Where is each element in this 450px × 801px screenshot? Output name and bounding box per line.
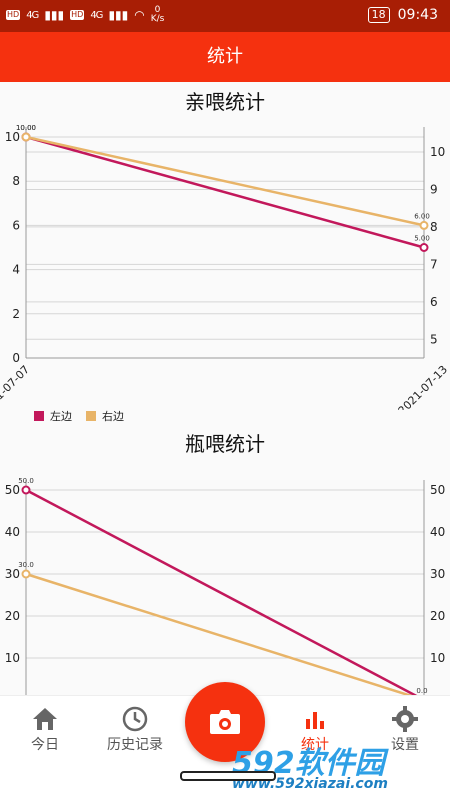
network-type: 4G <box>26 9 39 21</box>
series-line-0 <box>25 135 425 249</box>
nav-today[interactable]: 今日 <box>0 704 90 754</box>
breastfeed-chart: 0246810567891010.005.0010.006.002021-07-… <box>0 124 450 410</box>
series-line-1 <box>25 135 425 227</box>
wifi-icon: ◠ <box>134 8 145 22</box>
y-tick-label-left: 8 <box>12 174 20 188</box>
hd-badge: HD <box>6 10 21 20</box>
data-point <box>21 485 31 495</box>
signal-icon-2: ▮▮▮ <box>108 8 129 22</box>
signal-icon: ▮▮▮ <box>44 8 65 22</box>
data-point <box>419 220 429 230</box>
legend-swatch-left <box>34 411 44 421</box>
y-tick-label-right: 9 <box>430 182 438 196</box>
y-tick-label-right: 40 <box>430 525 445 539</box>
network-type-2: 4G <box>90 9 103 21</box>
data-point <box>419 243 429 252</box>
chart-legend: 左边 右边 <box>34 408 124 424</box>
y-tick-label-right: 10 <box>430 651 445 665</box>
y-tick-label-left: 2 <box>12 307 20 321</box>
y-tick-label-left: 6 <box>12 218 20 232</box>
y-tick-label-right: 5 <box>430 332 438 346</box>
data-label: 50.0 <box>18 477 34 485</box>
clock-icon <box>90 704 180 734</box>
data-label: 30.0 <box>18 561 34 569</box>
chart-title-breastfeed: 亲喂统计 <box>185 90 265 114</box>
data-point <box>21 569 31 579</box>
legend-swatch-right <box>86 411 96 421</box>
status-bar: HD 4G ▮▮▮ HD 4G ▮▮▮ ◠ 0 K/s 18 09:43 <box>0 0 450 32</box>
y-tick-label-left: 10 <box>5 651 20 665</box>
gear-icon <box>360 704 450 734</box>
clock: 09:43 <box>397 7 438 23</box>
net-speed: 0 K/s <box>150 5 165 24</box>
home-icon <box>0 704 90 734</box>
nav-history[interactable]: 历史记录 <box>90 704 180 754</box>
nav-today-label: 今日 <box>31 737 59 753</box>
camera-icon <box>210 710 240 734</box>
watermark: 592软件园 www.592xiazai.com <box>232 746 388 792</box>
y-tick-label-left: 4 <box>12 263 20 277</box>
nav-history-label: 历史记录 <box>107 737 163 753</box>
y-tick-label-right: 50 <box>430 483 445 497</box>
x-tick-label: 2021-07-13 <box>396 363 450 410</box>
nav-stats-label: 统计 <box>301 737 329 753</box>
data-label: 0.0 <box>416 687 427 695</box>
page-title: 统计 <box>0 32 450 82</box>
legend-left: 左边 <box>34 408 72 424</box>
y-tick-label-left: 20 <box>5 609 20 623</box>
y-tick-label-right: 8 <box>430 220 438 234</box>
bar-chart-icon <box>270 704 360 734</box>
home-indicator <box>180 771 276 781</box>
data-label: 10.00 <box>16 124 36 132</box>
y-tick-label-left: 50 <box>5 483 20 497</box>
y-tick-label-left: 30 <box>5 567 20 581</box>
y-tick-label-left: 10 <box>5 130 20 144</box>
y-tick-label-right: 30 <box>430 567 445 581</box>
legend-right: 右边 <box>86 408 124 424</box>
y-tick-label-right: 6 <box>430 295 438 309</box>
bottlefeed-chart: 10203040500102030405050.00.030.0 <box>5 477 445 700</box>
nav-settings-label: 设置 <box>391 737 419 753</box>
battery-indicator: 18 <box>367 7 390 23</box>
data-label: 6.00 <box>414 212 430 220</box>
y-tick-label-left: 40 <box>5 525 20 539</box>
data-label: 10.00 <box>16 124 36 132</box>
y-tick-label-right: 20 <box>430 609 445 623</box>
y-tick-label-right: 7 <box>430 257 438 271</box>
nav-settings[interactable]: 设置 <box>360 704 450 754</box>
series-line-0 <box>25 488 425 700</box>
x-tick-label: 2021-07-07 <box>0 363 32 410</box>
chart-title-bottlefeed: 瓶喂统计 <box>185 432 265 456</box>
hd-badge-2: HD <box>70 10 85 20</box>
nav-stats[interactable]: 统计 <box>270 704 360 754</box>
data-label: 5.00 <box>414 235 430 243</box>
series-line-1 <box>25 572 425 700</box>
data-point <box>21 132 31 142</box>
camera-button[interactable] <box>185 682 265 762</box>
y-tick-label-left: 0 <box>12 351 20 365</box>
y-tick-label-right: 10 <box>430 145 445 159</box>
